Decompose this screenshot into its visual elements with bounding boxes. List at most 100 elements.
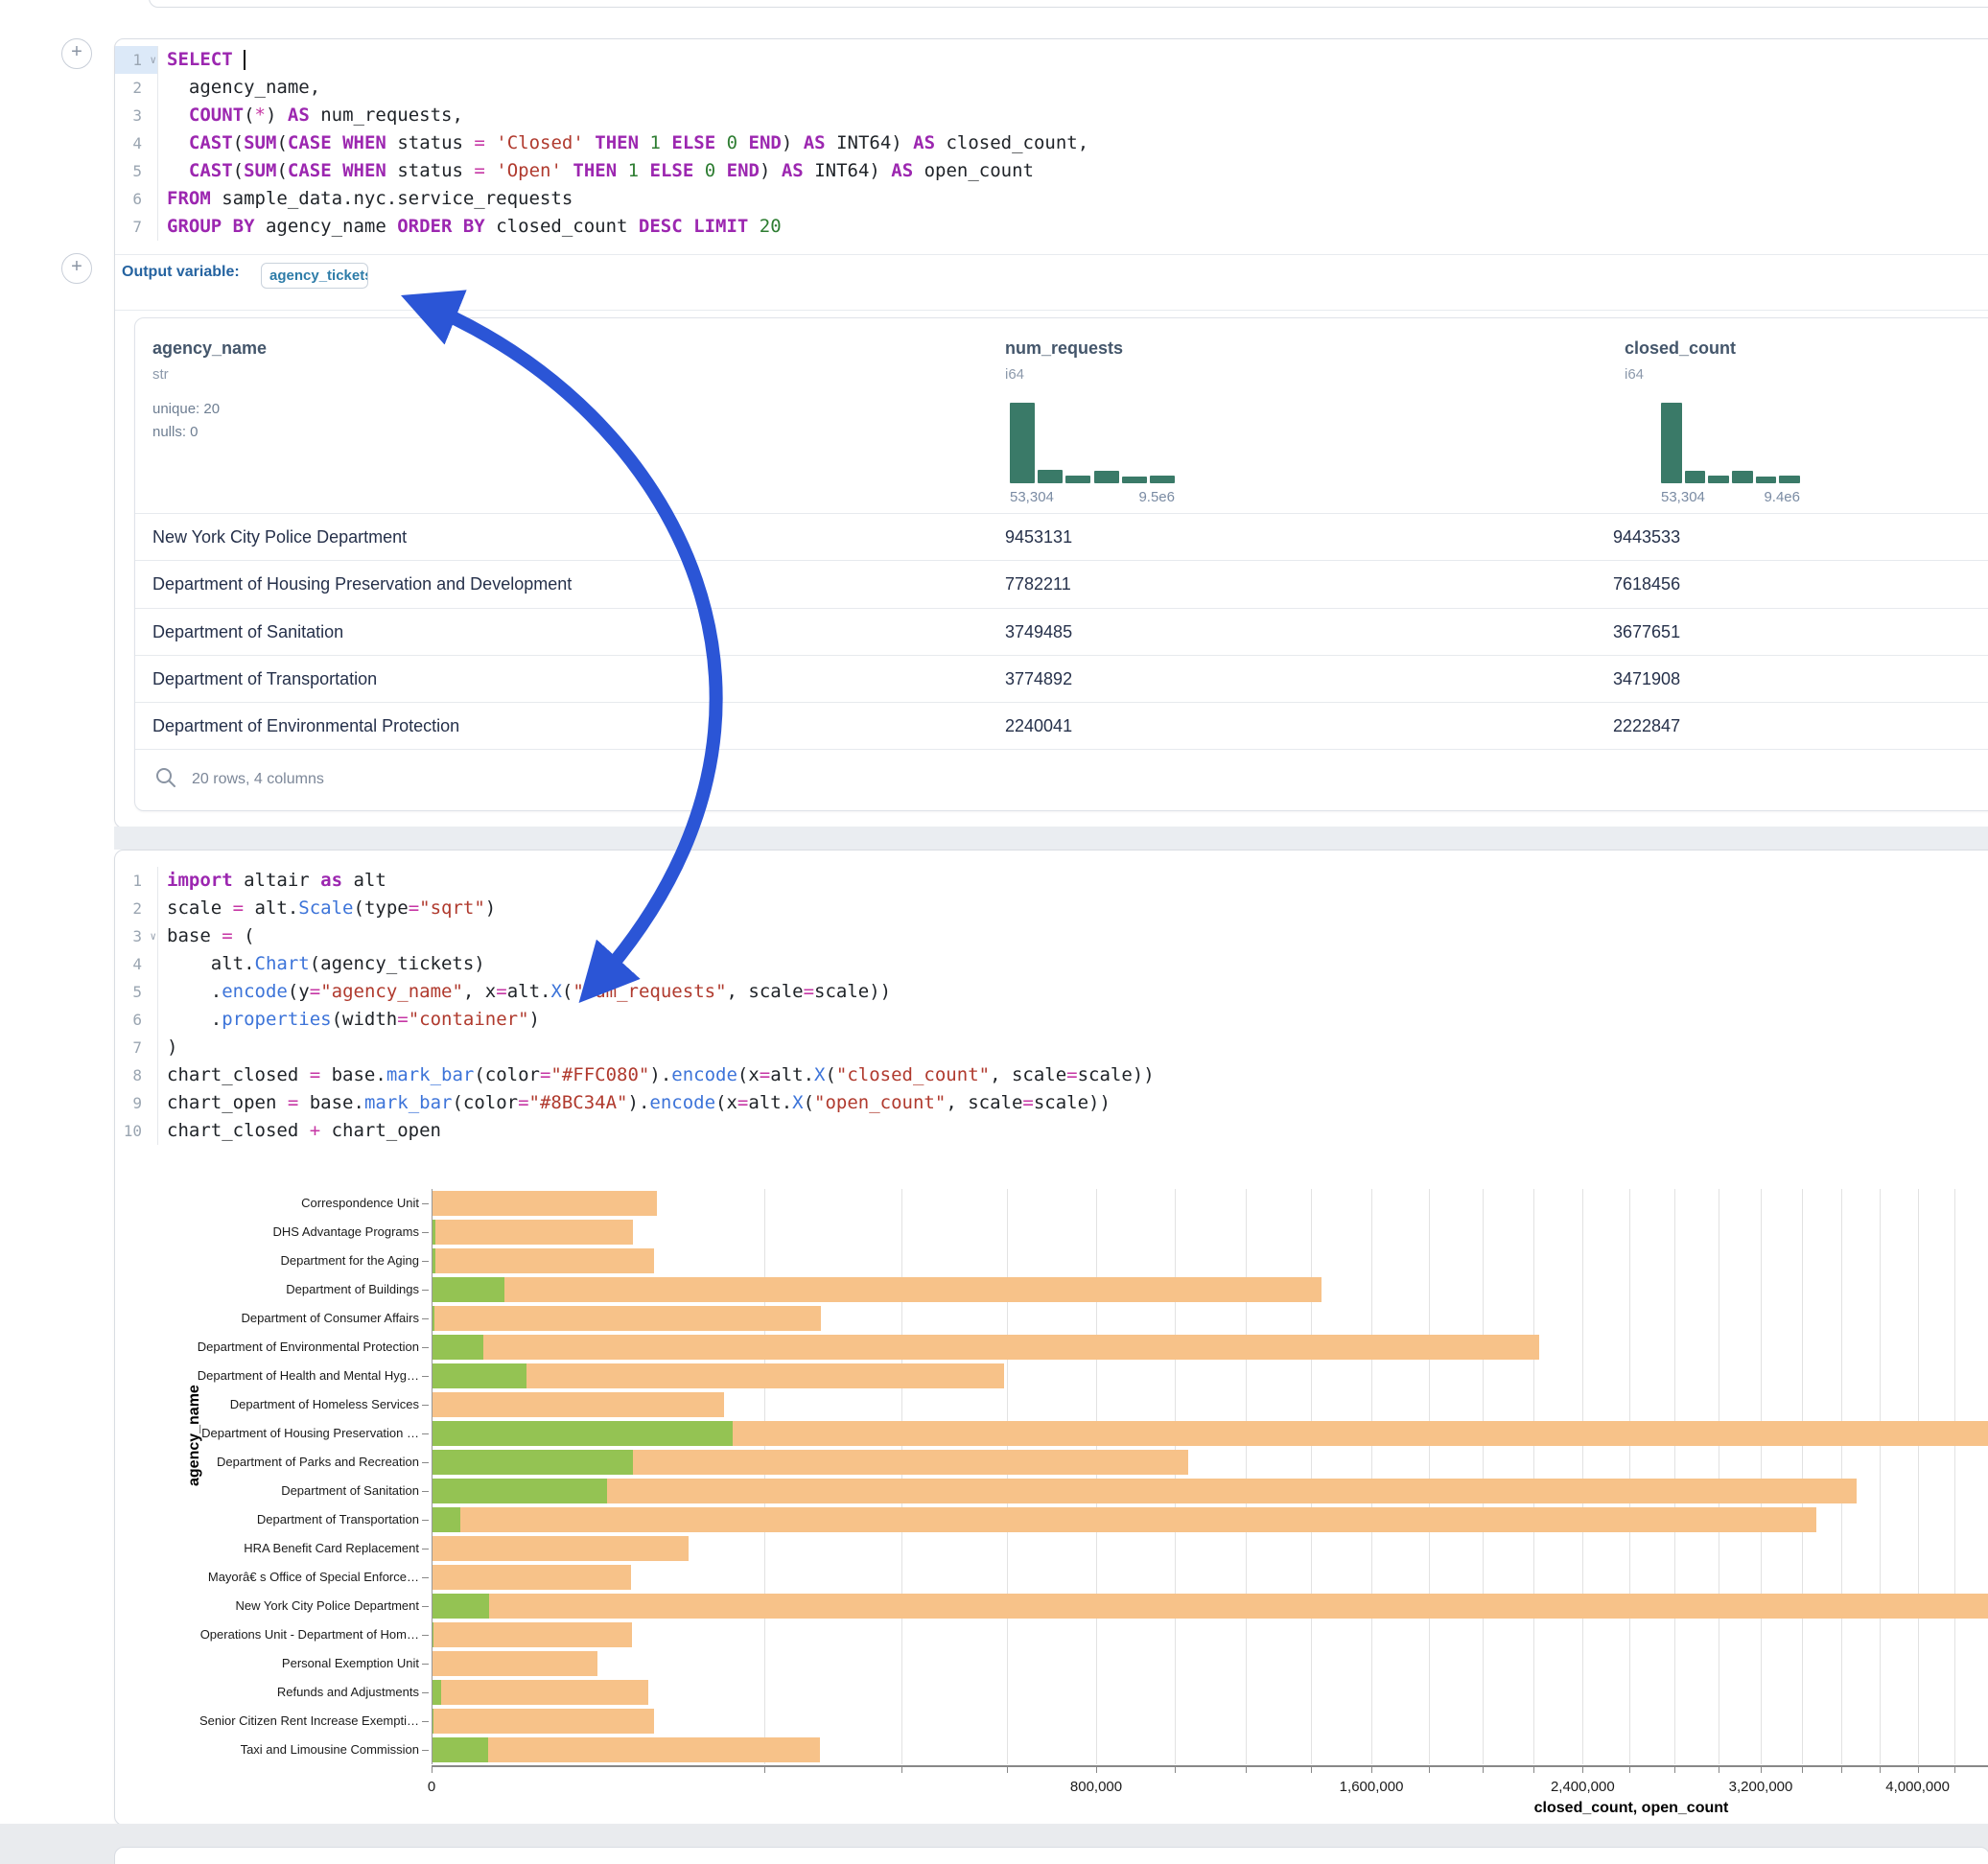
line-number: 1 (132, 46, 142, 74)
line-number: 4 (132, 129, 142, 157)
x-axis-tick-label: 2,400,000 (1551, 1779, 1615, 1795)
bar-closed-count (432, 1220, 633, 1245)
y-axis-label: Personal Exemption Unit (115, 1649, 419, 1678)
sql-code-editor[interactable]: 1∨SELECT 2 agency_name,3 COUNT(*) AS num… (115, 46, 1976, 241)
table-row[interactable]: Department of Transportation 3774892 34719… (135, 655, 1988, 703)
bar-open-count (432, 1421, 733, 1446)
table-row[interactable]: Department of Environmental Protection 22… (135, 702, 1988, 750)
table-cell: 7618456 (1613, 561, 1680, 608)
line-number: 3 (132, 102, 142, 129)
code-line[interactable]: 1∨SELECT (115, 46, 1976, 74)
bar-open-count (432, 1450, 633, 1475)
table-cell: 9453131 (1005, 514, 1072, 561)
code-line[interactable]: 2 agency_name, (115, 74, 1976, 102)
table-cell: Department of Housing Preservation and D… (152, 561, 572, 608)
bar-open-count (432, 1737, 488, 1762)
bar-open-count (432, 1335, 483, 1360)
table-cell: 3677651 (1613, 609, 1680, 656)
line-number: 7 (132, 213, 142, 241)
bar-closed-count (432, 1507, 1816, 1532)
line-gutter: 5 (115, 157, 158, 185)
table-cell: 2240041 (1005, 703, 1072, 750)
line-gutter: 2 (115, 74, 158, 102)
y-axis-label: Department of Consumer Affairs (115, 1304, 419, 1333)
table-cell: 7782211 (1005, 561, 1071, 608)
bar-closed-count (432, 1709, 654, 1734)
text-cursor (244, 50, 246, 70)
y-axis-label: Senior Citizen Rent Increase Exempti… (115, 1707, 419, 1736)
output-variable-pill[interactable]: agency_tickets (261, 263, 368, 289)
python-cell-card: 1import altair as alt2scale = alt.Scale(… (114, 850, 1988, 1826)
y-axis-label: New York City Police Department (115, 1592, 419, 1620)
bar-closed-count (432, 1622, 632, 1647)
code-line[interactable]: 4 CAST(SUM(CASE WHEN status = 'Closed' T… (115, 129, 1976, 157)
previous-cell-edge (149, 0, 1988, 8)
fold-chevron-icon[interactable]: ∨ (150, 46, 156, 74)
y-axis-label: Correspondence Unit (115, 1189, 419, 1218)
bar-closed-count (432, 1536, 689, 1561)
code-line[interactable]: 6FROM sample_data.nyc.service_requests (115, 185, 1976, 213)
line-gutter: 6 (115, 185, 158, 213)
search-icon[interactable] (154, 766, 177, 789)
next-cell-edge (114, 1847, 1988, 1864)
table-cell: Department of Transportation (152, 656, 377, 703)
y-axis-label: Operations Unit - Department of Hom… (115, 1620, 419, 1649)
y-axis-label: Department of Health and Mental Hyg… (115, 1362, 419, 1390)
y-axis-label: Department of Transportation (115, 1505, 419, 1534)
bar-closed-count (432, 1737, 820, 1762)
bar-closed-count (432, 1565, 631, 1590)
line-gutter: 3 (115, 102, 158, 129)
code-line[interactable]: 3 COUNT(*) AS num_requests, (115, 102, 1976, 129)
y-axis-label: Department of Housing Preservation … (115, 1419, 419, 1448)
code-line[interactable]: 7GROUP BY agency_name ORDER BY closed_co… (115, 213, 1976, 241)
line-gutter: 4 (115, 129, 158, 157)
code-line[interactable]: 5 CAST(SUM(CASE WHEN status = 'Open' THE… (115, 157, 1976, 185)
y-axis-label: Department of Sanitation (115, 1477, 419, 1505)
line-number: 5 (132, 157, 142, 185)
y-axis-label: Refunds and Adjustments (115, 1678, 419, 1707)
x-axis-tick-label: 0 (428, 1779, 435, 1795)
y-axis-label: Taxi and Limousine Commission (115, 1736, 419, 1764)
bar-chart: agency_name closed_count, open_count Cor… (115, 850, 1988, 1825)
table-cell: 3471908 (1613, 656, 1680, 703)
y-axis-label: Department of Environmental Protection (115, 1333, 419, 1362)
table-footer: 20 rows, 4 columns (135, 749, 1988, 810)
table-row[interactable]: Department of Sanitation37494853677651 (135, 608, 1988, 656)
table-cell: Department of Environmental Protection (152, 703, 459, 750)
table-cell: 3774892 (1005, 656, 1072, 703)
x-axis-tick-label: 1,600,000 (1340, 1779, 1404, 1795)
sql-cell-card: 1∨SELECT 2 agency_name,3 COUNT(*) AS num… (114, 38, 1988, 828)
bar-closed-count (432, 1651, 597, 1676)
notebook-page: + + 1∨SELECT 2 agency_name,3 COUNT(*) AS… (0, 0, 1988, 1864)
bar-open-count (432, 1363, 526, 1388)
row-count-summary: 20 rows, 4 columns (192, 771, 324, 788)
cell-gap (114, 827, 1988, 850)
bar-closed-count (432, 1248, 654, 1273)
table-row[interactable]: Department of Housing Preservation and D… (135, 560, 1988, 608)
y-axis-label: Department of Homeless Services (115, 1390, 419, 1419)
bar-closed-count (432, 1680, 648, 1705)
table-body: New York City Police Department945313194… (135, 318, 1988, 810)
x-axis-title: closed_count, open_count (1534, 1800, 1729, 1817)
bar-closed-count (432, 1191, 657, 1216)
output-variable-row: Output variable: agency_tickets (115, 255, 1988, 310)
bar-closed-count (432, 1306, 821, 1331)
bar-open-count (432, 1680, 441, 1705)
plot-area (432, 1189, 1988, 1764)
bar-open-count (432, 1507, 460, 1532)
bar-closed-count (432, 1392, 724, 1417)
divider (115, 310, 1988, 311)
table-row[interactable]: New York City Police Department945313194… (135, 513, 1988, 561)
bar-closed-count (432, 1277, 1321, 1302)
table-cell: 2222847 (1613, 703, 1680, 750)
x-axis-tick-label: 800,000 (1070, 1779, 1122, 1795)
y-axis-label: DHS Advantage Programs (115, 1218, 419, 1247)
bar-closed-count (432, 1594, 1988, 1619)
add-cell-button[interactable]: + (61, 38, 92, 69)
bar-open-count (432, 1277, 504, 1302)
result-table-card: agency_namestrunique: 20nulls: 0num_requ… (134, 317, 1988, 811)
add-cell-button-2[interactable]: + (61, 253, 92, 284)
y-axis-label: Mayorâ€ s Office of Special Enforce… (115, 1563, 419, 1592)
x-axis-tick-label: 4,000,000 (1885, 1779, 1950, 1795)
line-number: 6 (132, 185, 142, 213)
